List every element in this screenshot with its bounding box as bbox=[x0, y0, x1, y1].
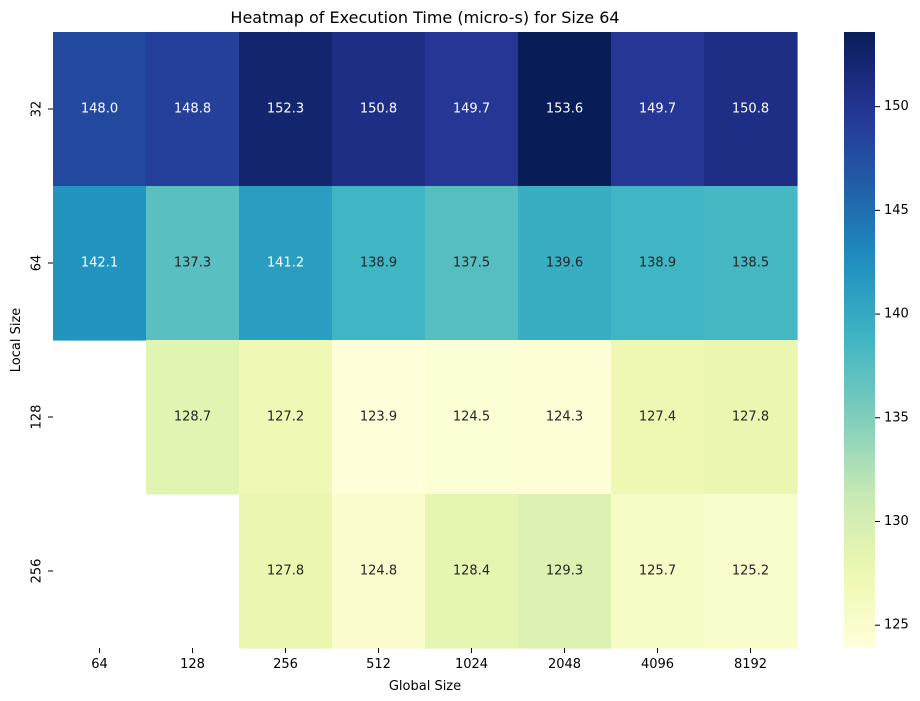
y-tick-label: 128 bbox=[30, 405, 45, 430]
x-tick-label: 8192 bbox=[734, 657, 767, 672]
x-axis-ticks: 64 128 256 512 1024 2048 4096 8192 bbox=[91, 648, 767, 672]
x-tick-label: 256 bbox=[273, 657, 298, 672]
heatmap-cell bbox=[611, 494, 705, 649]
heatmap-cell bbox=[518, 186, 612, 341]
heatmap-cell bbox=[611, 32, 705, 187]
x-tick-label: 4096 bbox=[641, 657, 674, 672]
heatmap-cell bbox=[146, 186, 240, 341]
heatmap-cell bbox=[518, 340, 612, 495]
heatmap-cell bbox=[332, 494, 426, 649]
cell-value-label: 125.7 bbox=[639, 564, 676, 579]
cell-value-label: 124.3 bbox=[546, 410, 583, 425]
y-tick-label: 32 bbox=[30, 101, 45, 118]
heatmap-cell bbox=[239, 340, 333, 495]
x-tick-label: 512 bbox=[366, 657, 391, 672]
colorbar-tick-label: 135 bbox=[884, 410, 909, 425]
cell-value-label: 137.3 bbox=[174, 256, 211, 271]
cell-value-label: 127.8 bbox=[267, 564, 304, 579]
cell-value-label: 153.6 bbox=[546, 102, 583, 117]
y-axis-label: Local Size bbox=[9, 308, 24, 373]
cell-value-label: 148.0 bbox=[81, 102, 118, 117]
heatmap-cell bbox=[704, 32, 798, 187]
heatmap-cell bbox=[425, 340, 519, 495]
cell-value-label: 127.2 bbox=[267, 410, 304, 425]
colorbar-gradient bbox=[844, 32, 875, 648]
cell-value-label: 125.2 bbox=[732, 564, 769, 579]
heatmap-cell bbox=[332, 186, 426, 341]
heatmap-cell bbox=[518, 494, 612, 649]
heatmap-cell bbox=[239, 186, 333, 341]
cell-value-label: 123.9 bbox=[360, 410, 397, 425]
cell-value-label: 149.7 bbox=[639, 102, 676, 117]
heatmap-cell bbox=[611, 186, 705, 341]
x-tick-label: 128 bbox=[180, 657, 205, 672]
cell-value-label: 138.5 bbox=[732, 256, 769, 271]
colorbar-tick-label: 140 bbox=[884, 307, 909, 322]
heatmap-cell bbox=[611, 340, 705, 495]
heatmap-cell bbox=[332, 32, 426, 187]
heatmap-cell bbox=[146, 340, 240, 495]
cell-value-label: 142.1 bbox=[81, 256, 118, 271]
colorbar-tick-label: 125 bbox=[884, 618, 909, 633]
cell-value-label: 124.8 bbox=[360, 564, 397, 579]
cell-value-label: 141.2 bbox=[267, 256, 304, 271]
cell-value-label: 124.5 bbox=[453, 410, 490, 425]
x-tick-label: 1024 bbox=[455, 657, 488, 672]
heatmap-cell bbox=[425, 32, 519, 187]
cell-value-label: 128.4 bbox=[453, 564, 490, 579]
heatmap-cell bbox=[704, 340, 798, 495]
y-axis-ticks: 32 64 128 256 bbox=[30, 101, 53, 584]
colorbar-tick-label: 150 bbox=[884, 99, 909, 114]
cell-value-label: 138.9 bbox=[639, 256, 676, 271]
colorbar-tick-label: 145 bbox=[884, 203, 909, 218]
cell-value-label: 129.3 bbox=[546, 564, 583, 579]
heatmap-cell bbox=[53, 186, 147, 341]
heatmap-cells: 148.0 148.8 152.3 150.8 149.7 153.6 149.7 150.8… bbox=[53, 32, 798, 649]
cell-value-label: 139.6 bbox=[546, 256, 583, 271]
cell-value-label: 150.8 bbox=[732, 102, 769, 117]
chart-title: Heatmap of Execution Time (micro-s) for … bbox=[230, 8, 619, 27]
y-tick-label: 64 bbox=[30, 255, 45, 272]
x-tick-label: 64 bbox=[91, 657, 108, 672]
cell-value-label: 150.8 bbox=[360, 102, 397, 117]
x-tick-label: 2048 bbox=[548, 657, 581, 672]
heatmap-cell bbox=[704, 494, 798, 649]
heatmap-cell bbox=[53, 32, 147, 187]
cell-value-label: 138.9 bbox=[360, 256, 397, 271]
cell-value-label: 148.8 bbox=[174, 102, 211, 117]
cell-value-label: 149.7 bbox=[453, 102, 490, 117]
y-tick-label: 256 bbox=[30, 559, 45, 584]
colorbar: 125 130 135 140 145 150 bbox=[844, 32, 909, 648]
colorbar-tick-label: 130 bbox=[884, 514, 909, 529]
x-axis-label: Global Size bbox=[389, 679, 461, 694]
heatmap-cell bbox=[518, 32, 612, 187]
cell-value-label: 127.8 bbox=[732, 410, 769, 425]
cell-value-label: 128.7 bbox=[174, 410, 211, 425]
heatmap-cell bbox=[425, 494, 519, 649]
heatmap-cell bbox=[704, 186, 798, 341]
heatmap-cell bbox=[239, 32, 333, 187]
heatmap-cell bbox=[425, 186, 519, 341]
cell-value-label: 137.5 bbox=[453, 256, 490, 271]
heatmap-cell bbox=[332, 340, 426, 495]
cell-value-label: 152.3 bbox=[267, 102, 304, 117]
heatmap-cell bbox=[239, 494, 333, 649]
cell-value-label: 127.4 bbox=[639, 410, 676, 425]
heatmap-cell bbox=[146, 32, 240, 187]
